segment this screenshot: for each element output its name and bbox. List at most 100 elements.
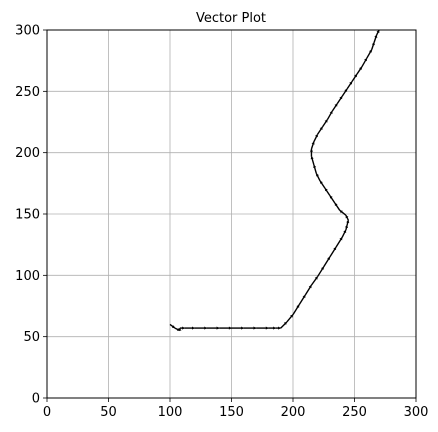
vector-arrow-head [204, 326, 207, 330]
vector-arrow [268, 326, 276, 330]
vector-arrow [169, 323, 176, 329]
vector-arrow [371, 42, 375, 50]
vector-arrow-head [182, 326, 185, 330]
vector-arrow-head [349, 81, 353, 85]
vector-arrow [194, 326, 207, 330]
y-tick-label: 300 [15, 24, 40, 39]
vector-arrow-head [315, 134, 318, 138]
vector-arrow-head [241, 326, 244, 330]
y-tick-label: 0 [32, 392, 40, 407]
vector-arrow [351, 73, 358, 82]
vector-arrow [326, 110, 333, 120]
vector-arrow-head [354, 74, 357, 78]
vector-arrow-head [344, 225, 349, 228]
vector-arrow [179, 326, 185, 330]
vector-arrow [321, 119, 329, 128]
chart-title: Vector Plot [196, 11, 266, 26]
vector-arrow [356, 66, 363, 75]
vector-arrow [344, 224, 349, 231]
arrow-layer [169, 29, 380, 332]
x-tick-label: 300 [404, 405, 429, 420]
vector-arrow-head [321, 266, 324, 270]
vector-arrow [335, 236, 343, 248]
vector-arrow [286, 314, 294, 323]
grid-layer [46, 29, 417, 399]
vector-arrow-head [333, 247, 337, 251]
vector-arrow [298, 294, 306, 306]
vector-arrow-head [345, 215, 349, 219]
vector-arrow-head [319, 126, 323, 130]
vector-arrow [366, 49, 373, 59]
vector-arrow [315, 173, 321, 182]
vector-arrow [329, 195, 336, 204]
vector-arrow [346, 219, 350, 226]
vector-arrow-head [265, 326, 269, 330]
vector-arrow-head [334, 103, 338, 107]
vector-arrow [346, 81, 353, 90]
vector-arrow-head [364, 58, 367, 62]
vector-arrow-head [327, 256, 330, 260]
x-tick-label: 250 [342, 405, 367, 420]
vector-arrow-head [290, 314, 293, 318]
vector-arrow-head [309, 148, 314, 152]
vector-arrow-head [346, 220, 350, 224]
y-tick-label: 50 [23, 330, 40, 345]
vector-arrow [376, 29, 380, 36]
vector-arrow [304, 284, 313, 296]
vector-arrow-head [371, 42, 375, 46]
vector-arrow-head [178, 328, 182, 331]
vector-arrow-head [253, 326, 257, 330]
vector-arrow-head [228, 326, 232, 330]
vector-arrow [280, 321, 288, 329]
vector-arrow-head [339, 210, 343, 214]
vector-arrow-head [283, 321, 287, 325]
vector-arrow-head [278, 326, 281, 330]
vector-arrow [324, 187, 331, 196]
vector-arrow [373, 34, 378, 43]
vector-arrow [243, 326, 257, 330]
vector-arrow-head [324, 188, 328, 192]
x-tick-label: 150 [219, 405, 244, 420]
vector-arrow-head [171, 325, 175, 329]
y-tick-label: 250 [15, 85, 40, 100]
vector-arrow [219, 326, 232, 330]
vector-arrow-head [339, 237, 343, 241]
x-tick-label: 50 [100, 405, 117, 420]
vector-arrow [331, 103, 338, 112]
vector-arrow-head [308, 285, 312, 289]
x-tick-label: 100 [158, 405, 183, 420]
vector-arrow [184, 326, 195, 330]
vector-arrow [341, 88, 348, 97]
vector-arrow [256, 326, 269, 330]
vector-arrow [317, 266, 325, 277]
vector-arrow-head [343, 229, 347, 233]
vector-arrow-head [320, 180, 323, 184]
vector-arrow-head [374, 34, 378, 38]
vector-arrow-head [339, 96, 343, 100]
vector-arrow [292, 304, 300, 315]
vector-arrow-head [376, 30, 380, 34]
vector-arrow-head [313, 164, 317, 168]
vector-arrow [329, 246, 337, 258]
y-tick-label: 100 [15, 269, 40, 284]
vector-arrow [336, 95, 343, 104]
vector-arrow-head [311, 141, 315, 145]
vector-arrow-head [344, 88, 348, 92]
vector-arrow [313, 133, 319, 142]
vector-arrow-head [329, 110, 333, 115]
vector-arrow-head [334, 202, 338, 207]
vector-arrow [313, 164, 318, 174]
vector-arrow [275, 326, 281, 330]
tick-layer: 0 50 100 150 200 250 300 0 50 100 150 200 250 300 [15, 24, 428, 421]
vector-arrow [206, 326, 220, 330]
vector-arrow [339, 209, 347, 216]
x-tick-label: 0 [43, 405, 51, 420]
y-tick-label: 150 [15, 208, 40, 223]
vector-arrow [310, 141, 315, 150]
vector-arrow-head [359, 66, 362, 70]
vector-arrow [309, 148, 314, 157]
vector-arrow [341, 229, 347, 238]
vector-arrow [310, 276, 319, 286]
vector-arrow-head [324, 119, 328, 123]
